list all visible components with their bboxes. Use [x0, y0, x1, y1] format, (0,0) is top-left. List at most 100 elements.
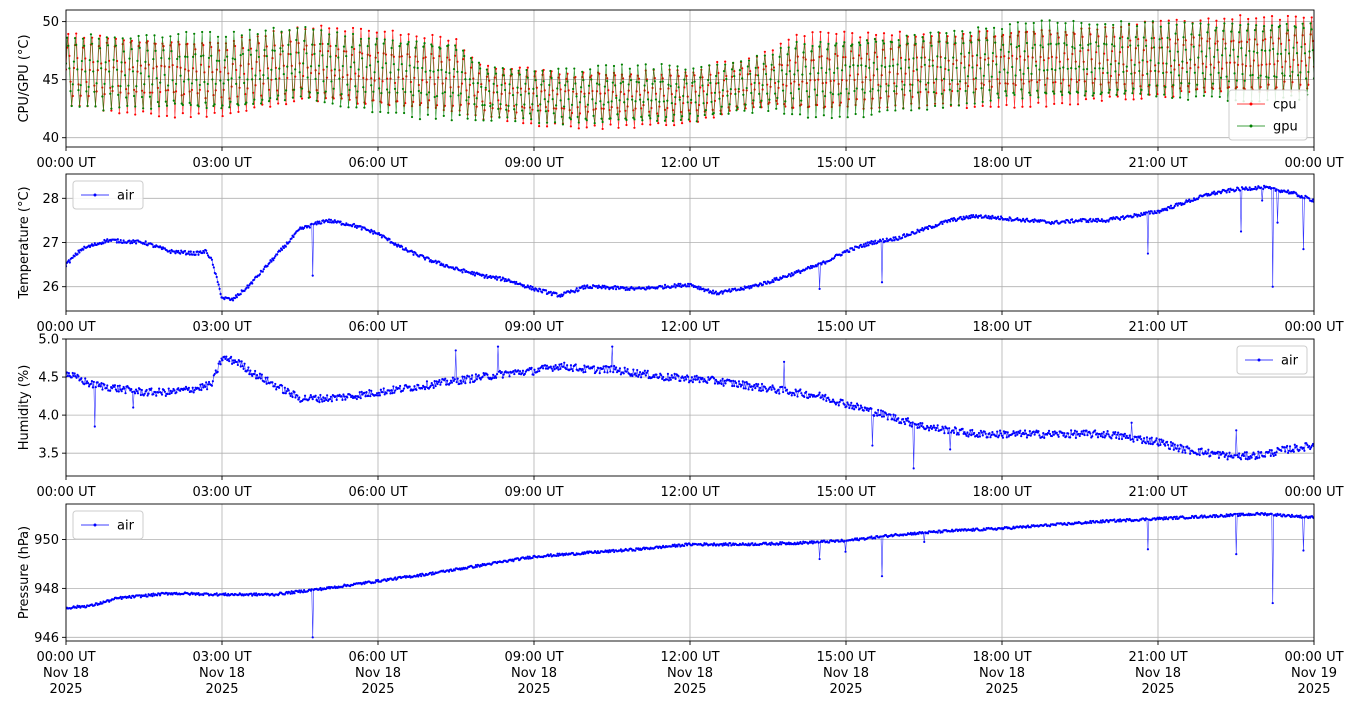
data-point: [513, 280, 516, 283]
data-point: [372, 90, 375, 93]
data-point: [1262, 16, 1266, 19]
data-point: [190, 82, 194, 85]
data-point: [761, 283, 765, 286]
legend: air: [72, 180, 144, 210]
data-point: [833, 401, 837, 404]
data-point: [305, 52, 308, 55]
data-point: [326, 42, 330, 46]
data-point: [125, 96, 128, 99]
data-point: [920, 228, 923, 232]
data-point: [464, 382, 467, 385]
data-point: [914, 42, 917, 45]
grid: [65, 174, 1315, 311]
data-point: [846, 401, 849, 404]
data-point: [471, 61, 474, 64]
data-point: [1304, 77, 1308, 80]
data-point: [602, 365, 605, 368]
data-point: [210, 384, 214, 387]
data-point: [413, 66, 416, 69]
data-point: [741, 77, 744, 80]
data-point: [989, 215, 992, 218]
legend-swatch-marker: [1249, 102, 1253, 106]
data-point: [549, 290, 552, 293]
data-point: [830, 400, 834, 403]
data-point: [764, 72, 768, 76]
data-point: [144, 240, 147, 243]
data-point: [651, 82, 654, 86]
data-point: [164, 100, 167, 103]
data-point: [923, 56, 926, 59]
data-point: [628, 67, 631, 70]
data-point: [1302, 26, 1305, 30]
data-point: [220, 107, 223, 110]
data-point: [872, 61, 875, 64]
data-point: [535, 94, 538, 98]
data-point: [1113, 432, 1116, 436]
data-point: [96, 60, 99, 63]
data-point: [250, 78, 254, 81]
data-point: [383, 30, 386, 33]
data-point: [142, 394, 145, 397]
data-point: [385, 88, 389, 91]
data-point: [922, 40, 925, 43]
data-point: [271, 49, 274, 52]
data-point: [1127, 22, 1131, 25]
grid: [65, 10, 1315, 147]
data-point: [280, 248, 284, 251]
data-point: [461, 271, 464, 274]
data-point: [996, 92, 999, 95]
data-point: [966, 85, 970, 88]
data-point: [1228, 54, 1232, 57]
data-point: [750, 91, 753, 95]
data-point: [161, 36, 164, 39]
data-point: [1064, 22, 1067, 25]
data-point: [1192, 45, 1195, 48]
data-point: [876, 414, 879, 417]
data-point: [785, 73, 788, 76]
data-point: [193, 389, 196, 392]
data-point: [829, 91, 832, 94]
data-point: [666, 372, 670, 375]
data-point: [940, 220, 943, 223]
data-point: [943, 77, 946, 80]
data-point: [738, 288, 742, 292]
data-point: [1207, 23, 1210, 26]
data-point: [179, 74, 182, 77]
data-point: [674, 377, 677, 381]
data-point: [148, 95, 152, 98]
data-point: [140, 95, 144, 99]
data-point: [1225, 191, 1228, 194]
data-point: [472, 82, 475, 85]
y-tick-label: 4.0: [38, 409, 59, 424]
data-point: [1238, 189, 1242, 192]
data-point: [955, 66, 958, 69]
data-point: [884, 65, 887, 69]
data-point: [1196, 83, 1199, 86]
data-point: [777, 388, 780, 391]
data-point: [446, 379, 449, 382]
data-point: [151, 243, 154, 246]
data-point: [1237, 187, 1240, 190]
data-point: [123, 387, 126, 390]
data-point: [152, 67, 155, 70]
data-point: [596, 286, 599, 290]
data-point: [921, 36, 924, 39]
data-point: [792, 97, 795, 100]
data-point: [223, 355, 226, 358]
data-point: [1148, 437, 1151, 440]
data-point: [848, 406, 851, 410]
data-point: [78, 105, 81, 108]
data-point: [511, 93, 515, 97]
data-point: [1176, 50, 1179, 53]
data-point: [743, 109, 746, 112]
data-point: [682, 102, 685, 105]
data-point: [1015, 45, 1018, 49]
data-point: [469, 381, 472, 384]
data-point: [1068, 92, 1072, 95]
data-point: [502, 277, 505, 280]
data-point: [1226, 99, 1229, 102]
data-point: [701, 84, 704, 87]
x-tick-label: 00:00 UT: [1284, 485, 1343, 500]
data-point: [1028, 429, 1031, 433]
data-point: [970, 214, 973, 217]
